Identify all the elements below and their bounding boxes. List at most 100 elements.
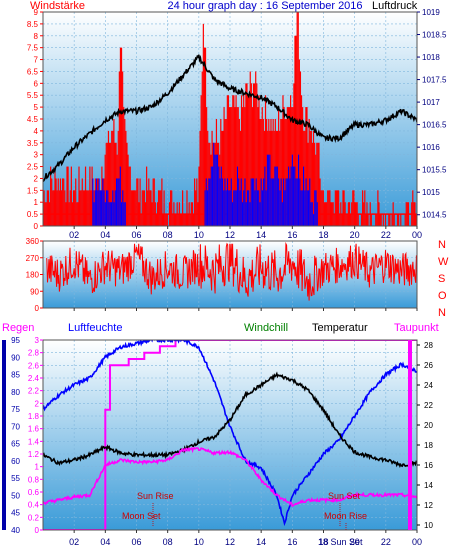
y-tick-label-humidity: 55 — [11, 474, 20, 483]
y-tick-label-right: 1018 — [422, 53, 440, 62]
x-tick-label: 08 — [163, 230, 173, 240]
x-tick-label: 14 — [256, 537, 266, 547]
x-tick-label: 14 — [256, 230, 266, 240]
y-tick-label-rain: 3 — [35, 336, 40, 345]
y-tick-label-humidity: 70 — [11, 422, 20, 431]
x-tick-label: 18 — [318, 230, 328, 240]
y-tick-label-humidity: 95 — [11, 336, 20, 345]
annotation-moon-rise: Moon Rise — [324, 511, 367, 521]
y-tick-label-rain: 1.8 — [28, 412, 40, 421]
y-tick-label-right: 1016.5 — [422, 121, 447, 130]
y-tick-label-temperature: 24 — [424, 381, 433, 390]
y-tick-label-humidity: 75 — [11, 405, 20, 414]
y-tick-label-right: 1017 — [422, 98, 440, 107]
y-tick-label-humidity: 80 — [11, 388, 20, 397]
x-tick-label: 04 — [100, 537, 110, 547]
page-title: 24 hour graph day : 16 September 2016 — [167, 0, 362, 12]
y-tick-label-temperature: 28 — [424, 341, 433, 350]
y-tick-label-left: 3 — [34, 151, 39, 160]
legend-humidity: Luftfeuchte — [68, 322, 122, 334]
x-tick-label: 22 — [381, 537, 391, 547]
y-tick-label-left: 7.5 — [27, 44, 39, 53]
y-tick-label-right: 1017.5 — [422, 76, 447, 85]
y-tick-label-right: 1015.5 — [422, 166, 447, 175]
x-tick-label: 08 — [163, 537, 173, 547]
y-tick-label-left: 6.5 — [27, 67, 39, 76]
y-tick-label-temperature: 14 — [424, 481, 433, 490]
y-tick-label-rain: 0.8 — [28, 475, 40, 484]
y-tick-label-left: 2.5 — [27, 163, 39, 172]
y-tick-label-left: 1 — [34, 198, 39, 207]
y-tick-label-rain: 2.8 — [28, 349, 40, 358]
rain-line — [43, 340, 417, 530]
x-tick-label: 02 — [69, 230, 79, 240]
y-tick-label-temperature: 10 — [424, 521, 433, 530]
y-tick-label-left: 8 — [34, 32, 39, 41]
y-tick-label-left: 1.5 — [27, 186, 39, 195]
wind-speed-series — [43, 12, 417, 226]
y-tick-label-left: 4 — [34, 127, 39, 136]
y-tick-label-rain: 2 — [35, 399, 40, 408]
y-tick-label-left: 3.5 — [27, 139, 39, 148]
x-tick-label: 02 — [69, 537, 79, 547]
annotation-sun-set-axis: 18 Sun Set — [318, 537, 363, 547]
y-tick-label-left: 2 — [34, 174, 39, 183]
x-tick-label: 20 — [350, 537, 360, 547]
compass-label: O — [438, 290, 447, 302]
y-tick-label-temperature: 12 — [424, 501, 433, 510]
y-tick-label-rain: 0.6 — [28, 488, 40, 497]
y-tick-label-left: 270 — [26, 254, 40, 263]
y-tick-label-right: 1018.5 — [422, 31, 447, 40]
y-tick-label-left: 5 — [34, 103, 39, 112]
y-tick-label-humidity: 85 — [11, 371, 20, 380]
y-tick-label-humidity: 50 — [11, 491, 20, 500]
wind-axis-label: Windstärke — [30, 0, 85, 12]
legend-windchill: Windchill — [244, 322, 288, 334]
y-tick-label-humidity: 40 — [11, 526, 20, 535]
wind-direction-line — [45, 241, 417, 301]
y-tick-label-rain: 0.4 — [28, 501, 40, 510]
y-tick-label-rain: 2.2 — [28, 387, 40, 396]
y-tick-label-rain: 0 — [35, 526, 40, 535]
x-tick-label: 10 — [194, 537, 204, 547]
y-tick-label-left: 360 — [26, 237, 40, 246]
y-tick-label-temperature: 16 — [424, 461, 433, 470]
x-tick-label: 16 — [287, 230, 297, 240]
rain-axis-bar — [2, 340, 6, 530]
y-tick-label-left: 8.5 — [27, 20, 39, 29]
y-tick-label-left: 6 — [34, 79, 39, 88]
y-tick-label-right: 1014.5 — [422, 211, 447, 220]
y-tick-label-rain: 2.6 — [28, 361, 40, 370]
x-tick-label: 18 — [318, 537, 328, 547]
x-tick-label: 22 — [381, 230, 391, 240]
y-tick-label-left: 5.5 — [27, 91, 39, 100]
compass-label: N — [438, 239, 446, 251]
annotation-moon-set: Moon Set — [122, 511, 161, 521]
legend-dewpoint: Taupunkt — [394, 322, 439, 334]
y-tick-label-temperature: 18 — [424, 441, 433, 450]
legend-temperature: Temperatur — [312, 322, 368, 334]
y-tick-label-humidity: 90 — [11, 353, 20, 362]
annotation-sun-rise: Sun Rise — [137, 491, 174, 501]
y-tick-label-rain: 0.2 — [28, 513, 40, 522]
y-tick-label-temperature: 22 — [424, 401, 433, 410]
y-tick-label-rain: 2.4 — [28, 374, 40, 383]
y-tick-label-right: 1016 — [422, 143, 440, 152]
y-tick-label-left: 0 — [34, 222, 39, 231]
temperature-line — [43, 371, 417, 468]
y-tick-label-rain: 1.6 — [28, 425, 40, 434]
x-tick-label: 00 — [412, 230, 422, 240]
pressure-axis-label: Luftdruck — [372, 0, 418, 12]
y-tick-label-rain: 1.2 — [28, 450, 40, 459]
y-tick-label-temperature: 26 — [424, 361, 433, 370]
y-tick-label-right: 1015 — [422, 188, 440, 197]
x-tick-label: 06 — [131, 537, 141, 547]
x-tick-label: 00 — [412, 537, 422, 547]
y-tick-label-left: 4.5 — [27, 115, 39, 124]
dewpoint-axis-bar — [408, 340, 412, 530]
y-tick-label-rain: 1 — [35, 463, 40, 472]
x-tick-label: 10 — [194, 230, 204, 240]
y-tick-label-left: 0.5 — [27, 210, 39, 219]
humidity-line — [43, 340, 417, 527]
compass-label: N — [438, 307, 446, 319]
